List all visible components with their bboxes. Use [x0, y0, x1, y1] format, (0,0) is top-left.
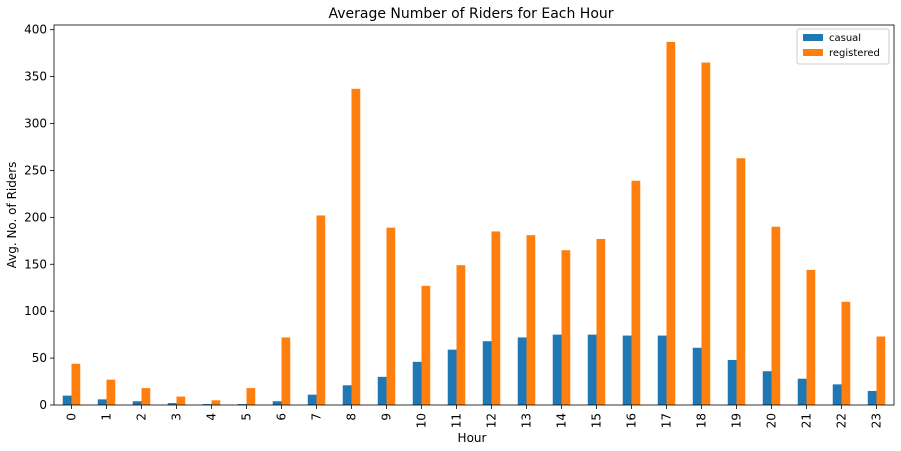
bar-registered-5 [246, 388, 256, 405]
bar-casual-23 [867, 390, 877, 405]
x-tick-label-11: 11 [450, 413, 464, 428]
bar-registered-8 [351, 88, 361, 406]
y-tick-label-100: 100 [24, 304, 47, 318]
bar-registered-3 [176, 396, 186, 405]
bar-casual-5 [237, 404, 247, 405]
x-tick-label-16: 16 [625, 413, 639, 428]
bar-registered-16 [631, 180, 641, 405]
bar-casual-1 [97, 399, 107, 405]
y-tick-label-0: 0 [39, 398, 47, 412]
x-tick-label-0: 0 [65, 413, 79, 421]
bar-registered-19 [736, 158, 746, 405]
bar-registered-22 [841, 301, 851, 405]
x-tick-label-19: 19 [730, 413, 744, 428]
bar-registered-23 [876, 336, 886, 405]
bar-casual-14 [552, 334, 562, 405]
bar-registered-4 [211, 400, 221, 405]
y-tick-label-350: 350 [24, 70, 47, 84]
x-tick-label-10: 10 [415, 413, 429, 428]
bar-casual-4 [202, 404, 212, 405]
bar-casual-19 [727, 359, 737, 405]
bar-registered-11 [456, 265, 466, 405]
chart-title: Average Number of Riders for Each Hour [328, 6, 613, 22]
legend-swatch-registered [803, 49, 823, 56]
bar-registered-2 [141, 388, 151, 405]
y-tick-label-400: 400 [24, 23, 47, 37]
bars-group [62, 41, 886, 406]
x-tick-label-2: 2 [135, 413, 149, 421]
x-tick-label-9: 9 [380, 413, 394, 421]
bar-casual-15 [587, 334, 597, 405]
legend-swatch-casual [803, 34, 823, 41]
x-tick-label-7: 7 [310, 413, 324, 421]
bar-casual-21 [797, 378, 807, 405]
bar-registered-7 [316, 215, 326, 405]
legend-label-casual: casual [829, 33, 861, 44]
legend: casual registered [796, 28, 890, 65]
x-tick-label-14: 14 [555, 413, 569, 428]
x-tick-label-22: 22 [835, 413, 849, 428]
bar-registered-10 [421, 285, 431, 405]
x-tick-label-20: 20 [765, 413, 779, 428]
y-tick-label-50: 50 [32, 351, 47, 365]
bar-casual-20 [762, 371, 772, 405]
x-tick-label-12: 12 [485, 413, 499, 428]
bar-casual-13 [517, 337, 527, 405]
bar-registered-17 [666, 41, 676, 405]
bar-registered-20 [771, 226, 781, 405]
x-tick-label-23: 23 [870, 413, 884, 428]
bar-registered-15 [596, 238, 606, 405]
bar-casual-3 [167, 403, 177, 405]
bar-registered-1 [106, 379, 116, 405]
bar-casual-8 [342, 385, 352, 405]
bar-casual-22 [832, 384, 842, 405]
x-tick-label-1: 1 [100, 413, 114, 421]
bar-casual-0 [62, 395, 72, 405]
bar-casual-6 [272, 401, 282, 405]
bar-registered-18 [701, 62, 711, 405]
y-axis-label: Avg. No. of Riders [5, 162, 19, 269]
bar-registered-9 [386, 227, 396, 405]
y-tick-label-300: 300 [24, 117, 47, 131]
y-axis: 0 50 100 150 200 250 300 350 400 [24, 23, 54, 412]
x-tick-label-13: 13 [520, 413, 534, 428]
legend-label-registered: registered [829, 48, 880, 59]
bar-casual-9 [377, 376, 387, 405]
bar-registered-14 [561, 250, 571, 405]
x-tick-label-6: 6 [275, 413, 289, 421]
x-tick-label-5: 5 [240, 413, 254, 421]
bar-casual-12 [482, 341, 492, 405]
bar-registered-13 [526, 235, 536, 405]
x-tick-label-15: 15 [590, 413, 604, 428]
bar-casual-2 [132, 401, 142, 405]
x-axis-label: Hour [458, 431, 487, 445]
x-tick-label-17: 17 [660, 413, 674, 428]
bar-casual-18 [692, 347, 702, 405]
x-axis: 0 1 2 3 4 5 6 7 8 9 10 11 12 13 14 15 16 17 18 19 20 21 22 23 [65, 405, 884, 428]
x-tick-label-4: 4 [205, 413, 219, 421]
bar-casual-17 [657, 335, 667, 405]
y-tick-label-150: 150 [24, 257, 47, 271]
bar-casual-7 [307, 394, 317, 405]
x-tick-label-3: 3 [170, 413, 184, 421]
x-tick-label-21: 21 [800, 413, 814, 428]
x-tick-label-18: 18 [695, 413, 709, 428]
bar-registered-0 [71, 363, 81, 405]
bar-casual-10 [412, 361, 422, 405]
plot-frame [53, 24, 895, 406]
bar-registered-6 [281, 337, 291, 405]
y-tick-label-250: 250 [24, 163, 47, 177]
x-tick-label-8: 8 [345, 413, 359, 421]
bar-casual-11 [447, 349, 457, 405]
bar-registered-21 [806, 269, 816, 405]
bar-casual-16 [622, 335, 632, 405]
bar-registered-12 [491, 231, 501, 405]
y-tick-label-200: 200 [24, 210, 47, 224]
